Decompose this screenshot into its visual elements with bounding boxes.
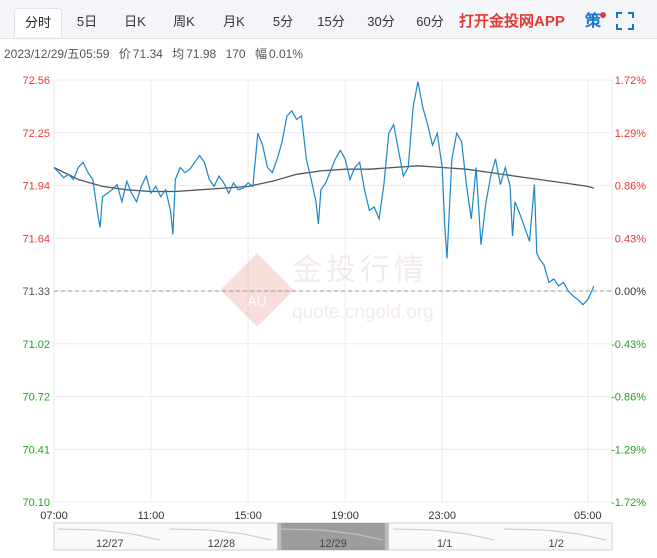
y-tick-label-left: 71.94: [22, 181, 50, 193]
x-tick-label: 23:00: [428, 510, 456, 522]
navigator-day-label: 12/28: [208, 538, 236, 550]
y-tick-label-left: 71.02: [22, 339, 50, 351]
price-value: 71.34: [132, 47, 163, 61]
time-navigator[interactable]: 12/27 12/28 12/29 1/1 1/2: [53, 522, 613, 551]
volume-value: 170: [225, 47, 246, 61]
watermark-logo-icon: [220, 253, 294, 327]
y-tick-label-left: 71.64: [22, 233, 50, 245]
tab-5day[interactable]: 5日: [76, 14, 98, 29]
y-tick-label-left: 70.41: [22, 444, 50, 456]
chart-series: [53, 81, 612, 306]
navigator-day-label: 1/2: [549, 538, 564, 550]
navigator-right-handle: [384, 523, 389, 550]
avg-label: 均: [172, 47, 185, 61]
y-tick-label-left: 70.72: [22, 392, 50, 404]
x-tick-label: 05:00: [574, 510, 602, 522]
navigator-day-label: 12/29: [319, 538, 347, 550]
navigator-day-label: 1/1: [437, 538, 452, 550]
y-tick-label-right: 0.43%: [615, 233, 646, 245]
watermark-badge: AU: [247, 293, 266, 309]
open-app-link[interactable]: 打开金投网APP: [459, 13, 565, 30]
strategy-label: 策: [585, 13, 602, 30]
tab-intraday[interactable]: 分时: [14, 8, 62, 37]
y-tick-label-left: 71.33: [22, 286, 50, 298]
y-tick-label-right: 0.00%: [615, 286, 646, 298]
notification-dot: [600, 12, 606, 18]
y-tick-label-left: 72.56: [22, 75, 50, 87]
tab-weekly-k[interactable]: 周K: [173, 14, 195, 29]
y-tick-label-right: -0.86%: [611, 392, 646, 404]
watermark: AU 金投行情 quote.cngold.org: [220, 253, 434, 327]
tab-60min[interactable]: 60分: [416, 14, 444, 29]
navigator-sparkline: [57, 528, 160, 541]
avg-price-line: [53, 165, 594, 193]
change-value: 0.01%: [268, 47, 303, 61]
y-tick-label-left: 70.10: [22, 497, 50, 509]
navigator-sparkline: [169, 528, 272, 541]
y-tick-label-right: -0.43%: [611, 339, 646, 351]
tab-15min[interactable]: 15分: [317, 14, 345, 29]
price-line: [53, 81, 595, 306]
quote-info-line: 2023/12/29/五05:59 价 71.34 均 71.98 170 幅 0.0…: [4, 45, 309, 62]
navigator-left-handle: [277, 523, 282, 550]
watermark-brand: 金投行情: [292, 253, 428, 288]
change-label: 幅: [254, 47, 267, 61]
tab-monthly-k[interactable]: 月K: [223, 14, 245, 29]
tab-5min[interactable]: 5分: [272, 14, 294, 29]
navigator-sparkline: [281, 528, 383, 541]
y-axis-labels: 72.56 1.72% 72.25 1.29% 71.94 0.86% 71.64 0.43%…: [22, 75, 646, 509]
navigator-day-label: 12/27: [96, 538, 124, 550]
y-tick-label-right: 1.72%: [615, 75, 646, 87]
x-tick-label: 15:00: [234, 510, 262, 522]
y-tick-label-left: 72.25: [22, 128, 50, 140]
avg-value: 71.98: [186, 47, 217, 61]
tab-30min[interactable]: 30分: [367, 14, 395, 29]
price-label: 价: [118, 47, 131, 61]
quote-datetime: 2023/12/29/五05:59: [4, 47, 110, 61]
strategy-button[interactable]: 策: [585, 8, 607, 36]
chart-grid: [53, 79, 613, 503]
period-tab-bar: 分时 5日 日K 周K 月K 5分 15分 30分 60分 打开金投网APP 策: [0, 0, 657, 39]
x-tick-label: 07:00: [40, 510, 68, 522]
navigator-sparkline: [504, 528, 607, 541]
y-tick-label-right: -1.29%: [611, 444, 646, 456]
y-tick-label-right: 0.86%: [615, 181, 646, 193]
y-tick-label-right: -1.72%: [611, 497, 646, 509]
fullscreen-icon[interactable]: [616, 12, 634, 30]
x-tick-label: 11:00: [138, 510, 165, 522]
y-tick-label-right: 1.29%: [615, 128, 646, 140]
x-tick-label: 19:00: [331, 510, 359, 522]
x-axis-labels: 07:00 11:00 15:00 19:00 23:00 05:00: [40, 510, 601, 522]
navigator-sparkline: [392, 528, 495, 541]
tab-daily-k[interactable]: 日K: [124, 14, 146, 29]
watermark-url: quote.cngold.org: [292, 302, 434, 323]
